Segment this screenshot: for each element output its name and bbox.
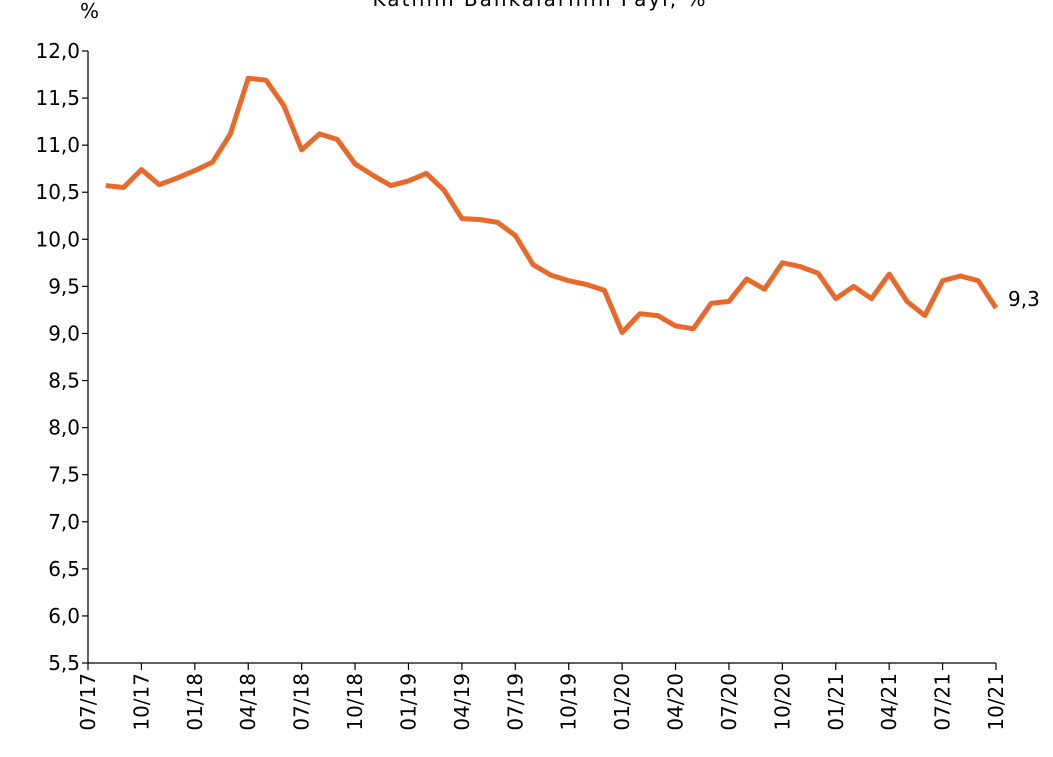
x-tick-label: 04/21 xyxy=(877,673,901,731)
y-tick-label: 8,0 xyxy=(48,416,80,440)
y-tick-label: 12,0 xyxy=(35,39,80,63)
y-tick-label: 10,0 xyxy=(35,227,80,251)
x-tick-label: 07/20 xyxy=(717,673,741,731)
x-tick-label: 10/21 xyxy=(984,673,1008,731)
y-tick-label: 6,5 xyxy=(48,557,80,581)
x-tick-label: 04/18 xyxy=(236,673,260,731)
x-tick-label: 04/20 xyxy=(664,673,688,731)
x-tick-label: 01/18 xyxy=(183,673,207,731)
data-label: 9,3 xyxy=(1008,287,1040,311)
x-tick-label: 07/17 xyxy=(76,673,100,731)
y-tick-label: 7,0 xyxy=(48,510,80,534)
x-tick-label: 10/18 xyxy=(343,673,367,731)
chart-title: Katılım Bankalarının Payı, % xyxy=(373,0,708,11)
y-tick-label: 10,5 xyxy=(35,180,80,204)
x-tick-label: 10/19 xyxy=(557,673,581,731)
x-tick-label: 07/21 xyxy=(931,673,955,731)
y-tick-label: 9,5 xyxy=(48,274,80,298)
y-axis-unit: % xyxy=(80,0,99,23)
y-tick-label: 11,5 xyxy=(35,86,80,110)
x-tick-label: 10/20 xyxy=(770,673,794,731)
y-tick-label: 7,5 xyxy=(48,463,80,487)
x-tick-label: 01/20 xyxy=(610,673,634,731)
x-tick-label: 07/19 xyxy=(503,673,527,731)
y-tick-label: 5,5 xyxy=(48,651,80,675)
line xyxy=(105,75,999,335)
y-tick-label: 11,0 xyxy=(35,133,80,157)
y-tick-label: 9,0 xyxy=(48,321,80,345)
x-tick-label: 01/19 xyxy=(396,673,420,731)
y-tick-label: 6,0 xyxy=(48,604,80,628)
x-tick-label: 04/19 xyxy=(450,673,474,731)
y-tick-label: 8,5 xyxy=(48,369,80,393)
x-tick-label: 01/21 xyxy=(824,673,848,731)
x-tick-label: 07/18 xyxy=(290,673,314,731)
x-tick-label: 10/17 xyxy=(129,673,153,731)
